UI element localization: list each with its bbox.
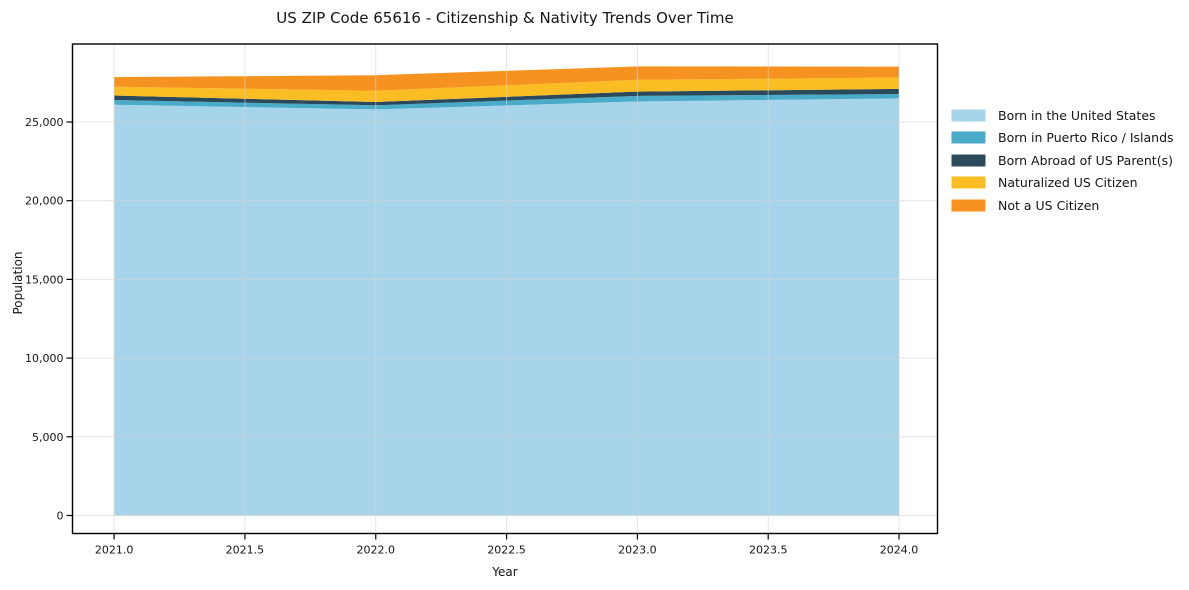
- gridlines: [72, 44, 938, 534]
- x-tick-label: 2022.0: [356, 544, 395, 557]
- x-tick-label: 2023.5: [749, 544, 788, 557]
- legend-item-born-in-puerto-rico-islands: Born in Puerto Rico / Islands: [951, 127, 1174, 150]
- legend-label: Not a US Citizen: [998, 197, 1100, 213]
- x-axis-ticks: 2021.0 2021.5 2022.0 2022.5 2023.0 2023.5 2024…: [95, 533, 919, 557]
- legend-label: Born in the United States: [998, 107, 1156, 123]
- y-tick-label: 20,000: [25, 195, 64, 208]
- x-tick-label: 2021.0: [95, 544, 134, 557]
- legend-label: Born in Puerto Rico / Islands: [998, 130, 1174, 146]
- y-tick-label: 5,000: [32, 431, 64, 444]
- legend-swatch-icon: [951, 198, 986, 212]
- legend-swatch-icon: [951, 153, 986, 167]
- x-tick-label: 2023.0: [618, 544, 657, 557]
- x-tick-label: 2022.5: [487, 544, 526, 557]
- y-tick-label: 10,000: [25, 352, 64, 365]
- legend-swatch-icon: [951, 108, 986, 122]
- chart-title: US ZIP Code 65616 - Citizenship & Nativi…: [276, 9, 734, 27]
- legend-item-naturalized-us-citizen: Naturalized US Citizen: [951, 172, 1174, 195]
- y-tick-label: 25,000: [25, 116, 64, 129]
- plot-frame: [71, 43, 939, 535]
- y-tick-label: 15,000: [25, 273, 64, 286]
- y-tick-label: 0: [57, 509, 64, 522]
- legend-swatch-icon: [951, 131, 986, 145]
- x-tick-label: 2024.0: [880, 544, 919, 557]
- legend-label: Born Abroad of US Parent(s): [998, 152, 1173, 168]
- legend-item-born-abroad-of-us-parent-s: Born Abroad of US Parent(s): [951, 149, 1174, 172]
- x-axis-label: Year: [492, 565, 518, 579]
- legend-item-born-in-the-united-states: Born in the United States: [951, 104, 1174, 127]
- legend-item-not-a-us-citizen: Not a US Citizen: [951, 194, 1174, 217]
- x-tick-label: 2021.5: [226, 544, 265, 557]
- y-axis-ticks: 0 5,000 10,000 15,000 20,000 25,000: [25, 116, 73, 522]
- legend-label: Naturalized US Citizen: [998, 175, 1138, 191]
- legend: Born in the United States Born in Puerto …: [951, 104, 1174, 217]
- legend-swatch-icon: [951, 176, 986, 190]
